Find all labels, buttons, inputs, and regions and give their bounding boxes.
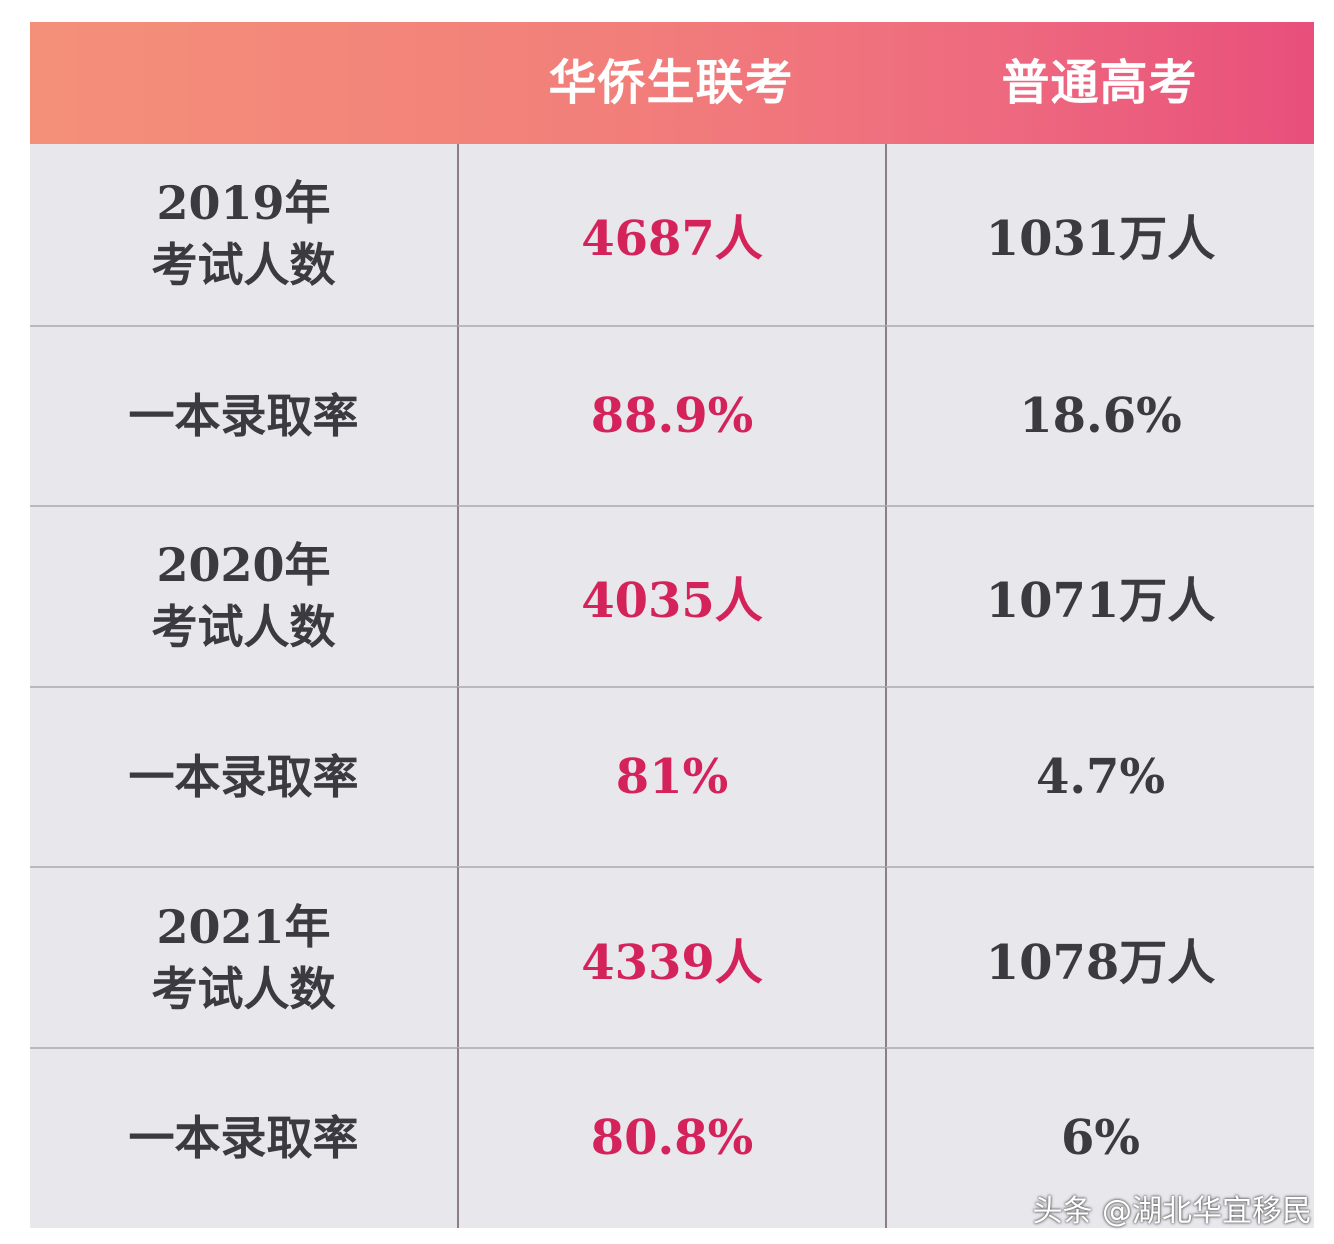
row-label-line2: 考试人数 (151, 600, 336, 655)
row-label-line1: 一本录取率 (128, 1111, 359, 1166)
table-header: 华侨生联考 普通高考 (30, 22, 1314, 144)
regular-value-cell: 4.7% (885, 685, 1314, 867)
regular-value: 18.6% (1019, 387, 1182, 444)
regular-value: 6% (1060, 1110, 1140, 1167)
row-label-line1: 2021年 (156, 899, 331, 954)
overseas-value-cell: 4035人 (457, 505, 885, 686)
regular-value: 1031万人 (985, 211, 1216, 268)
overseas-value-cell: 81% (457, 685, 885, 867)
row-label-line1: 一本录取率 (128, 750, 359, 805)
regular-value-cell: 6% (885, 1046, 1314, 1228)
overseas-value: 88.9% (590, 387, 754, 444)
header-overseas-exam: 华侨生联考 (548, 55, 794, 111)
regular-value-cell: 18.6% (885, 324, 1314, 506)
row-label-2019-count: 2019年 考试人数 (30, 144, 457, 325)
overseas-value: 4035人 (581, 573, 763, 630)
row-label-2020-count: 2020年 考试人数 (30, 505, 457, 686)
overseas-value: 80.8% (590, 1110, 754, 1167)
regular-value-cell: 1031万人 (885, 144, 1314, 325)
row-label-line1: 2020年 (156, 538, 331, 593)
header-regular-gaokao: 普通高考 (1001, 55, 1198, 111)
overseas-value: 81% (615, 749, 729, 806)
row-label-2020-rate: 一本录取率 (30, 685, 457, 867)
overseas-value: 4339人 (581, 934, 763, 991)
overseas-value-cell: 4687人 (457, 144, 885, 325)
overseas-value: 4687人 (581, 211, 763, 268)
regular-value: 4.7% (1035, 749, 1166, 806)
row-label-2019-rate: 一本录取率 (30, 324, 457, 506)
row-label-line1: 2019年 (156, 176, 331, 231)
watermark: 头条 @湖北华宜移民 (1032, 1194, 1312, 1229)
comparison-table: 华侨生联考 普通高考 2019年 考试人数 4687人 1031万人 一本录取率… (30, 22, 1314, 1228)
overseas-value-cell: 88.9% (457, 324, 885, 506)
overseas-value-cell: 80.8% (457, 1046, 885, 1228)
regular-value-cell: 1071万人 (885, 505, 1314, 686)
row-label-2021-rate: 一本录取率 (30, 1046, 457, 1228)
row-label-line2: 考试人数 (151, 238, 336, 293)
row-label-line2: 考试人数 (151, 961, 336, 1016)
regular-value-cell: 1078万人 (885, 866, 1314, 1047)
overseas-value-cell: 4339人 (457, 866, 885, 1047)
regular-value: 1078万人 (985, 934, 1216, 991)
regular-value: 1071万人 (985, 573, 1216, 630)
row-label-2021-count: 2021年 考试人数 (30, 866, 457, 1047)
row-label-line1: 一本录取率 (128, 388, 359, 443)
